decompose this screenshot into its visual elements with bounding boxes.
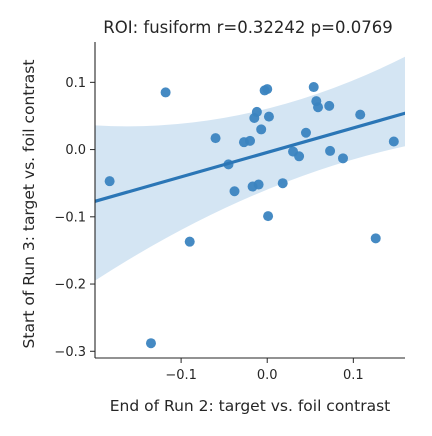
x-axis-label: End of Run 2: target vs. foil contrast [110,397,390,415]
x-tick-label: 0.0 [257,368,278,383]
data-point [325,146,335,156]
confidence-band-layer [95,57,405,281]
y-tick-label: −0.2 [54,278,86,293]
data-point [256,124,266,134]
data-point [263,211,273,221]
data-point [309,82,319,92]
data-point [389,137,399,147]
data-point [245,136,255,146]
data-point [264,112,274,122]
data-point [105,176,115,186]
data-point [371,233,381,243]
y-tick-label: 0.1 [65,76,86,91]
data-point [161,87,171,97]
data-point [211,133,221,143]
y-tick-label: 0.0 [65,143,86,158]
data-point [262,84,272,94]
data-point [252,107,262,117]
data-point [278,178,288,188]
x-tick-label: 0.1 [343,368,364,383]
data-point [230,186,240,196]
data-point [324,101,334,111]
data-point [301,128,311,138]
data-point [355,110,365,120]
data-point [294,151,304,161]
y-axis-label: Start of Run 3: target vs. foil contrast [20,60,38,349]
data-point [185,237,195,247]
plot-area [95,57,405,348]
chart-title: ROI: fusiform r=0.32242 p=0.0769 [103,18,392,37]
confidence-band [95,57,405,281]
x-tick-label: −0.1 [165,368,197,383]
data-point [146,338,156,348]
data-point [254,180,264,190]
data-point [313,102,323,112]
data-point [338,153,348,163]
y-tick-label: −0.3 [54,345,86,360]
y-tick-label: −0.1 [54,210,86,225]
